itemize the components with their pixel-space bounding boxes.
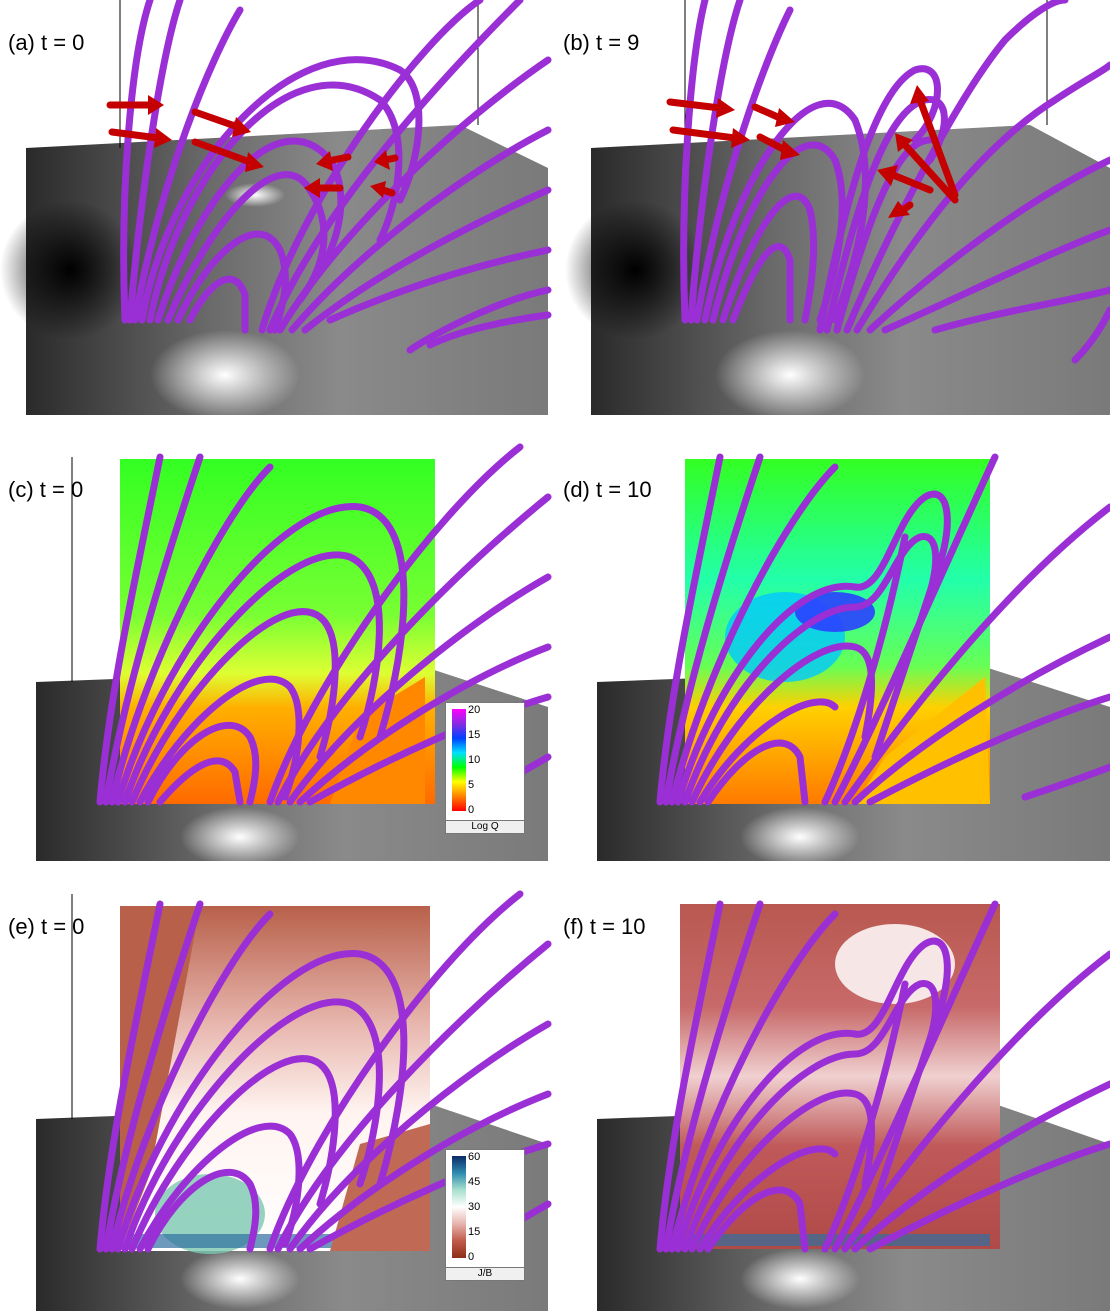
positive-polarity: [150, 330, 300, 420]
panel-a: (a) t = 0: [0, 0, 555, 437]
colorbar-tick: 15: [468, 1226, 481, 1238]
panel-f: (f) t = 10: [555, 874, 1110, 1311]
panel-b-scene: [565, 0, 1110, 420]
colorbar-j-over-b: 60 45 30 15 0 J/B: [445, 1149, 525, 1281]
panel-f-scene: [597, 900, 1110, 1311]
colorbar-tick: 30: [468, 1201, 481, 1213]
colorbar-tick: 20: [468, 704, 481, 716]
flow-arrows: [666, 85, 959, 218]
colorbar-tick: 0: [468, 1251, 475, 1263]
field-lines: [120, 0, 552, 354]
panel-d-label: (d) t = 10: [563, 477, 652, 502]
panel-f-label: (f) t = 10: [563, 914, 646, 939]
colorbar-tick: 10: [468, 754, 481, 766]
colorbar-gradient: [452, 1156, 466, 1258]
panel-b-label: (b) t = 9: [563, 30, 640, 55]
panel-e-scene: [36, 890, 552, 1311]
panel-b: (b) t = 9: [555, 0, 1110, 437]
colorbar-title: Log Q: [446, 820, 524, 833]
panel-e-label: (e) t = 0: [8, 914, 85, 939]
colorbar-log-q: 20 15 10 5 0 Log Q: [445, 702, 525, 834]
colorbar-tick: 15: [468, 729, 481, 741]
panel-c-label: (c) t = 0: [8, 477, 84, 502]
panel-c: (c) t = 0 20 15 10 5 0 Log Q: [0, 437, 555, 874]
colorbar-tick: 5: [468, 779, 475, 791]
colorbar-tick: 0: [468, 804, 475, 816]
negative-polarity: [0, 200, 140, 340]
panel-a-scene: [0, 0, 552, 420]
colorbar-tick: 60: [468, 1151, 481, 1163]
flow-arrows: [106, 95, 399, 198]
panel-c-scene: [36, 443, 552, 867]
panel-a-label: (a) t = 0: [8, 30, 85, 55]
field-lines: [656, 453, 1110, 806]
field-lines: [680, 0, 1110, 364]
panel-d-scene: [597, 453, 1110, 867]
field-lines: [656, 900, 1110, 1253]
colorbar-gradient: [452, 709, 466, 811]
colorbar-tick: 45: [468, 1176, 481, 1188]
field-lines: [96, 443, 552, 806]
panel-d: (d) t = 10: [555, 437, 1110, 874]
colorbar-title: J/B: [446, 1267, 524, 1280]
panel-e: (e) t = 0 60 45 30 15 0 J/B: [0, 874, 555, 1311]
